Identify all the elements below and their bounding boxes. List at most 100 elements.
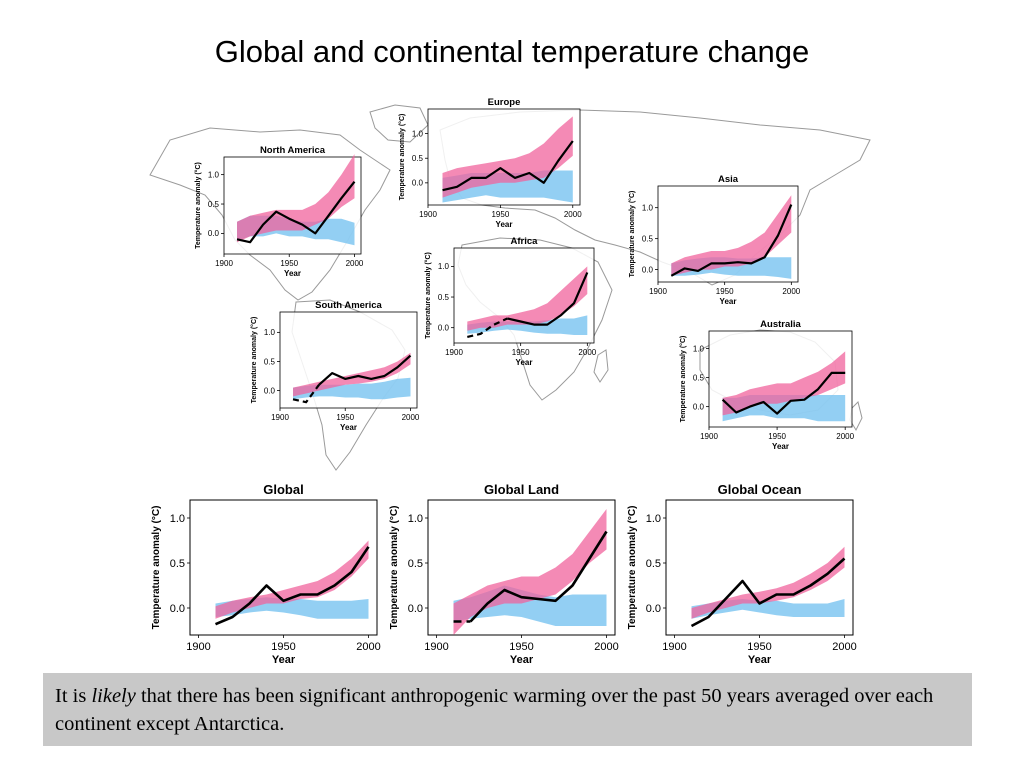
chart-global: 0.0 0.5 1.0 1900 1950 2000 Year Temperature ano… [151, 482, 381, 666]
x-axis-label: Year [284, 269, 301, 278]
y-tick-label: 1.0 [693, 344, 705, 353]
x-tick-label: 2000 [356, 641, 380, 653]
x-tick-label: 1950 [716, 287, 734, 296]
y-tick-label: 1.0 [646, 513, 661, 525]
y-tick-label: 0.0 [412, 179, 424, 188]
caption-box: It is likely that there has been signifi… [43, 673, 972, 746]
observed-line [507, 272, 589, 326]
chart-global-ocean: 0.0 0.5 1.0 1900 1950 2000 Year Temperature ano… [627, 482, 857, 666]
greenland-outline [369, 104, 429, 143]
y-tick-label: 1.0 [438, 262, 450, 271]
y-tick-label: 1.0 [170, 513, 185, 525]
y-tick-label: 0.0 [208, 229, 220, 238]
x-tick-label: 1900 [700, 432, 718, 441]
chart-south-america: 0.0 0.5 1.0 1900 1950 2000 Year Temperature ano… [250, 300, 420, 432]
caption-text-italic: likely [91, 685, 136, 707]
observed-line [214, 546, 370, 626]
y-tick-label: 0.0 [408, 603, 423, 615]
x-tick-label: 1900 [186, 641, 210, 653]
chart-title: Global Land [484, 482, 559, 497]
y-axis-label: Temperature anomaly (°C) [151, 506, 162, 630]
chart-africa: 0.0 0.5 1.0 1900 1950 2000 Year Temperature ano… [424, 236, 597, 367]
observed-line [690, 557, 846, 628]
x-tick-label: 1950 [336, 413, 354, 422]
observed-line [442, 140, 574, 192]
x-tick-label: 1950 [768, 432, 786, 441]
y-tick-label: 0.0 [646, 603, 661, 615]
y-tick-label: 1.0 [412, 129, 424, 138]
y-tick-label: 1.0 [264, 328, 276, 337]
band-natural [293, 377, 411, 400]
charts-layer: 0.0 0.5 1.0 1900 1950 2000 Year Temperature ano… [151, 97, 857, 666]
band-natural-plus-anthro [453, 509, 607, 635]
page-title: Global and continental temperature chang… [214, 34, 810, 69]
observed-line [236, 181, 356, 244]
y-tick-label: 0.5 [642, 234, 654, 243]
x-tick-label: 1950 [512, 348, 530, 357]
y-axis-label: Temperature anomaly (°C) [398, 114, 406, 201]
x-tick-label: 2000 [832, 641, 856, 653]
y-tick-label: 0.0 [438, 323, 450, 332]
x-axis-label: Year [272, 654, 296, 666]
chart-title: Australia [760, 319, 801, 330]
y-tick-label: 1.0 [408, 513, 423, 525]
y-tick-label: 0.5 [438, 293, 450, 302]
x-tick-label: 1900 [662, 641, 686, 653]
y-tick-label: 0.5 [646, 558, 661, 570]
y-axis-label: Temperature anomaly (°C) [628, 191, 636, 278]
x-tick-label: 1950 [491, 210, 509, 219]
y-axis-label: Temperature anomaly (°C) [679, 336, 687, 423]
chart-title: Global Ocean [718, 482, 802, 497]
x-tick-label: 2000 [564, 210, 582, 219]
x-tick-label: 2000 [836, 432, 854, 441]
chart-australia: 0.0 0.5 1.0 1900 1950 2000 Year Temperature ano… [679, 319, 855, 451]
observed-line-dashed [467, 317, 508, 338]
y-tick-label: 0.0 [693, 402, 705, 411]
x-tick-label: 1950 [747, 641, 771, 653]
x-tick-label: 1900 [271, 413, 289, 422]
chart-title: Africa [511, 236, 539, 247]
x-axis-label: Year [720, 297, 737, 306]
chart-north-america: 0.0 0.5 1.0 1900 1950 2000 Year Temperature ano… [194, 145, 364, 278]
x-axis-label: Year [496, 220, 513, 229]
y-tick-label: 0.5 [208, 200, 220, 209]
chart-title: Europe [488, 97, 521, 108]
y-axis-label: Temperature anomaly (°C) [627, 506, 638, 630]
x-axis-label: Year [748, 654, 772, 666]
y-tick-label: 0.5 [264, 357, 276, 366]
x-tick-label: 2000 [594, 641, 618, 653]
chart-title: South America [315, 300, 382, 311]
x-tick-label: 1900 [419, 210, 437, 219]
band-natural-plus-anthro [722, 351, 846, 416]
y-tick-label: 0.0 [642, 265, 654, 274]
x-tick-label: 1900 [445, 348, 463, 357]
observed-line [721, 371, 846, 415]
chart-asia: 0.0 0.5 1.0 1900 1950 2000 Year Temperature ano… [628, 174, 801, 306]
x-axis-label: Year [772, 442, 789, 451]
x-tick-label: 2000 [782, 287, 800, 296]
x-tick-label: 2000 [578, 348, 596, 357]
band-natural [467, 315, 588, 335]
caption-text-before: It is [55, 685, 92, 707]
x-tick-label: 1900 [424, 641, 448, 653]
y-tick-label: 0.5 [408, 558, 423, 570]
y-tick-label: 0.0 [170, 603, 185, 615]
chart-europe: 0.0 0.5 1.0 1900 1950 2000 Year Temperature ano… [398, 97, 582, 229]
x-axis-label: Year [516, 358, 533, 367]
y-axis-label: Temperature anomaly (°C) [194, 162, 202, 249]
y-tick-label: 0.5 [412, 154, 424, 163]
madagascar-outline [593, 349, 609, 383]
observed-line [469, 530, 608, 623]
chart-title: Global [263, 482, 303, 497]
x-axis-label: Year [510, 654, 534, 666]
y-axis-label: Temperature anomaly (°C) [424, 252, 432, 339]
y-tick-label: 0.5 [170, 558, 185, 570]
band-natural-plus-anthro [293, 352, 411, 397]
observed-line [670, 204, 793, 277]
y-tick-label: 1.0 [208, 170, 220, 179]
x-tick-label: 1950 [271, 641, 295, 653]
y-axis-label: Temperature anomaly (°C) [389, 506, 400, 630]
x-tick-label: 2000 [402, 413, 420, 422]
x-tick-label: 1950 [280, 259, 298, 268]
y-axis-label: Temperature anomaly (°C) [250, 317, 258, 404]
